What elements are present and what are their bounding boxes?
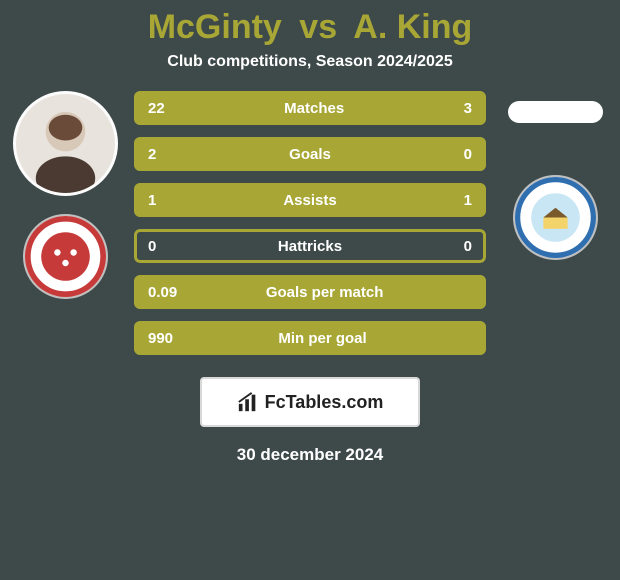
stat-row: 990 Min per goal	[134, 321, 486, 355]
subtitle: Club competitions, Season 2024/2025	[167, 53, 452, 71]
stat-value-left: 1	[148, 192, 156, 209]
footer-date: 30 december 2024	[237, 445, 384, 465]
right-column	[500, 91, 610, 260]
stat-row: 0.09 Goals per match	[134, 275, 486, 309]
player1-avatar	[13, 91, 118, 196]
site-logo: FcTables.com	[200, 377, 420, 427]
site-name: FcTables.com	[265, 392, 384, 413]
stat-label: Matches	[284, 100, 344, 117]
stat-value-left: 0	[148, 238, 156, 255]
player2-club-crest	[513, 175, 598, 260]
stat-row: 1 Assists 1	[134, 183, 486, 217]
stat-label: Goals per match	[266, 284, 384, 301]
comparison-card: McGinty vs A. King Club competitions, Se…	[0, 0, 620, 580]
content-row: 22 Matches 3 2 Goals 0 1 Assists 1 0 Hattricks 0 0.0…	[0, 91, 620, 355]
left-column	[10, 91, 120, 299]
avatar-placeholder-icon	[16, 94, 115, 193]
stat-value-right: 0	[464, 146, 472, 163]
player2-name: A. King	[353, 8, 472, 46]
crest-icon	[515, 177, 596, 258]
stat-label: Min per goal	[278, 330, 366, 347]
stat-row: 0 Hattricks 0	[134, 229, 486, 263]
player2-avatar	[508, 101, 603, 123]
crest-icon	[25, 216, 106, 297]
page-title: McGinty vs A. King	[148, 8, 473, 47]
stat-value-left: 2	[148, 146, 156, 163]
vs-label: vs	[299, 8, 337, 46]
stat-value-right: 0	[464, 238, 472, 255]
stat-label: Assists	[283, 192, 336, 209]
stat-row: 2 Goals 0	[134, 137, 486, 171]
stat-row: 22 Matches 3	[134, 91, 486, 125]
player1-club-crest	[23, 214, 108, 299]
stat-value-right: 1	[464, 192, 472, 209]
chart-icon	[237, 391, 259, 413]
stat-value-left: 990	[148, 330, 173, 347]
stat-label: Goals	[289, 146, 331, 163]
player1-name: McGinty	[148, 8, 282, 46]
stat-label: Hattricks	[278, 238, 342, 255]
stat-value-left: 22	[148, 100, 165, 117]
stat-value-right: 3	[464, 100, 472, 117]
stats-column: 22 Matches 3 2 Goals 0 1 Assists 1 0 Hattricks 0 0.0…	[134, 91, 486, 355]
stat-value-left: 0.09	[148, 284, 177, 301]
